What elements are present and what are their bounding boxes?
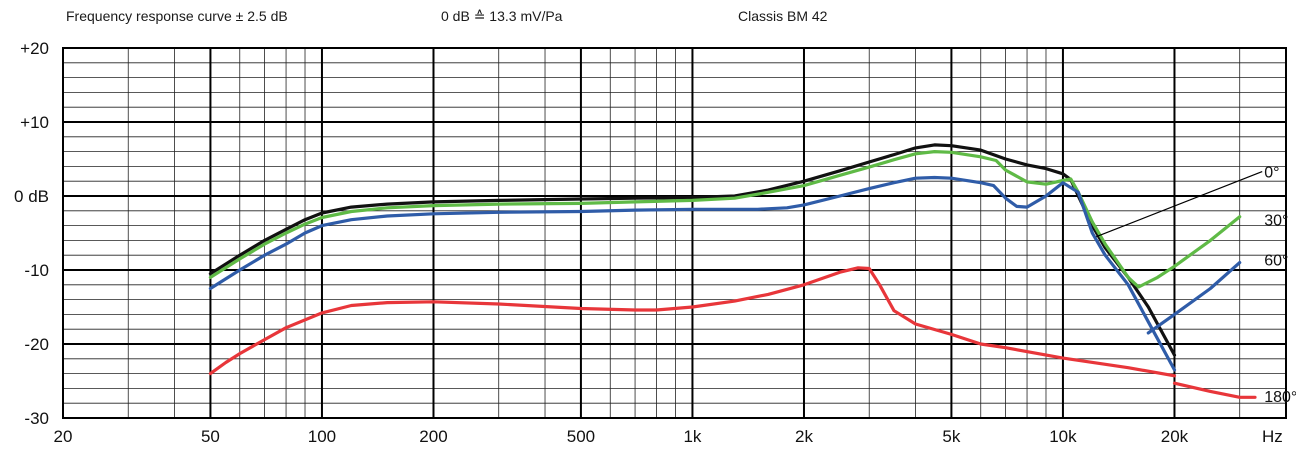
chart-header: Frequency response curve ± 2.5 dB 0 dB ≙… [0,8,1296,28]
x-tick-label: 10k [1049,427,1077,446]
annotation-180deg: 180° [1264,389,1296,406]
y-tick-label: +20 [20,39,49,58]
series-line-30deg [208,150,1242,289]
x-tick-label: 20 [54,427,73,446]
chart-caption: Frequency response curve ± 2.5 dB [66,8,288,24]
series-layer [208,143,1257,399]
plot-frame [62,47,1287,419]
annotation-0deg: 0° [1264,165,1279,182]
sensitivity-label: 0 dB ≙ 13.3 mV/Pa [441,8,563,24]
y-tick-label: -20 [24,335,49,354]
y-tick-label: -10 [24,261,49,280]
y-tick-label: 0 dB [14,187,49,206]
x-tick-label: 2k [795,427,813,446]
annotation-60deg: 60° [1264,253,1288,270]
leader-line-0deg [1096,171,1263,238]
annotation-layer: 0° 30° 60° 180° [1096,165,1296,406]
y-tick-label: +10 [20,113,49,132]
series-line-180deg [1172,381,1257,399]
tick-labels: +20 +10 0 dB -10 -20 -30 20 50 100 200 500 1k 2k 5k 10… [14,39,1283,446]
model-label: Classis BM 42 [738,8,828,24]
x-unit-label: Hz [1262,427,1283,446]
series-line-60deg [1146,261,1242,335]
x-tick-label: 20k [1161,427,1189,446]
x-tick-label: 100 [308,427,336,446]
annotation-30deg: 30° [1264,213,1288,230]
x-tick-label: 200 [419,427,447,446]
x-tick-label: 5k [942,427,960,446]
series-line-180deg [208,266,1177,378]
series-line-60deg [208,175,1177,372]
grid-major [62,47,1287,419]
x-tick-label: 500 [567,427,595,446]
x-tick-label: 1k [683,427,701,446]
y-tick-label: -30 [24,409,49,428]
x-tick-label: 50 [201,427,220,446]
